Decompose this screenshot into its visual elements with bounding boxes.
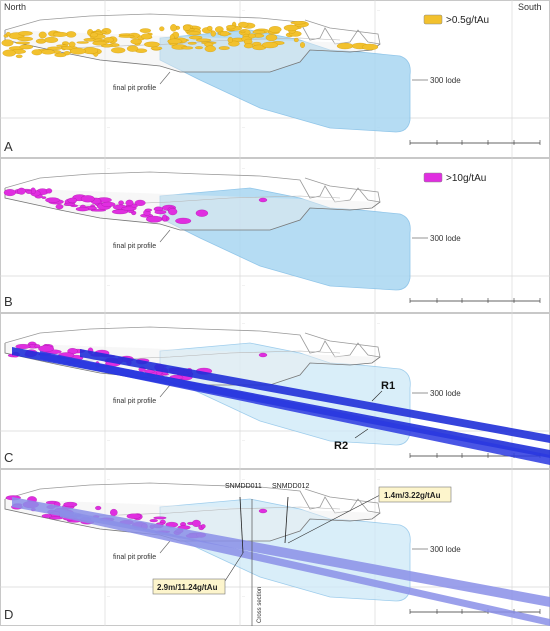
grid-tick: ··· bbox=[242, 125, 245, 129]
grid-tick: ··· bbox=[377, 8, 380, 12]
grid-tick: ··· bbox=[377, 477, 380, 481]
grid-tick: ··· bbox=[242, 283, 245, 287]
reef-r1 bbox=[12, 497, 550, 607]
grid-tick: ··· bbox=[107, 125, 110, 129]
drill-hole-snmdd012 bbox=[284, 496, 289, 544]
pit-label: final pit profile bbox=[113, 554, 156, 561]
grid-tick: ··· bbox=[377, 321, 380, 325]
grid-tick: ··· bbox=[242, 166, 245, 170]
grid-tick: ··· bbox=[107, 477, 110, 481]
surface-outline bbox=[4, 326, 381, 358]
legend-swatch bbox=[423, 14, 443, 25]
reef-r2 bbox=[60, 509, 550, 626]
grid-tick: ··· bbox=[242, 8, 245, 12]
grid-tick: ··· bbox=[242, 438, 245, 442]
grid-tick: ··· bbox=[242, 321, 245, 325]
ore-shoots bbox=[1, 21, 379, 59]
lode-label: 300 lode bbox=[430, 234, 461, 243]
scale-bar bbox=[409, 140, 541, 145]
pit-label: final pit profile bbox=[113, 398, 156, 405]
ore-shoots bbox=[3, 187, 268, 224]
south-label: South bbox=[518, 2, 542, 12]
drill-hole-snmdd011 bbox=[239, 496, 244, 554]
lode-label: 300 lode bbox=[430, 545, 461, 554]
legend-label: >0.5g/tAu bbox=[446, 15, 489, 26]
grid-tick: ··· bbox=[107, 8, 110, 12]
callout-box bbox=[378, 486, 452, 503]
pit-label: final pit profile bbox=[113, 85, 156, 92]
legend-label: >10g/tAu bbox=[446, 173, 486, 184]
grid-tick: ··· bbox=[107, 283, 110, 287]
grid-tick: ··· bbox=[242, 594, 245, 598]
surface-outline bbox=[4, 171, 381, 203]
grid-tick: ··· bbox=[242, 477, 245, 481]
callout-leader bbox=[224, 552, 244, 582]
pit-label: final pit profile bbox=[113, 243, 156, 250]
surface-outline bbox=[4, 13, 381, 45]
panel-letter: C bbox=[4, 450, 13, 465]
panel-letter: B bbox=[4, 294, 13, 309]
intercept-snmdd011: 2.9m/11.24g/tAu bbox=[157, 583, 218, 592]
grid-tick: ··· bbox=[377, 166, 380, 170]
lode-label: 300 lode bbox=[430, 76, 461, 85]
pit-leader bbox=[159, 71, 171, 85]
surface-outline bbox=[4, 482, 381, 514]
pit-leader bbox=[159, 540, 171, 554]
hole-snmdd012: SNMDD012 bbox=[272, 483, 309, 490]
north-label: North bbox=[4, 2, 26, 12]
lode-300 bbox=[159, 29, 411, 133]
reef-r1-label: R1 bbox=[381, 380, 395, 392]
cross-section-label: Cross section bbox=[257, 587, 263, 623]
panel-letter: A bbox=[4, 139, 13, 154]
callout-leader bbox=[287, 494, 381, 544]
grid-tick: ··· bbox=[107, 166, 110, 170]
panel-letter: D bbox=[4, 607, 13, 622]
reef-planes bbox=[12, 347, 550, 465]
lode-300 bbox=[159, 187, 411, 291]
reef-r2-upper bbox=[80, 349, 550, 443]
pit-leader bbox=[159, 229, 171, 243]
pit-leader bbox=[159, 384, 171, 398]
grid-tick: ··· bbox=[107, 321, 110, 325]
scale-bar bbox=[409, 298, 541, 303]
hole-snmdd011: SNMDD011 bbox=[225, 483, 262, 490]
grid-tick: ··· bbox=[107, 594, 110, 598]
intercept-snmdd012: 1.4m/3.22g/tAu bbox=[384, 491, 441, 500]
callout-box bbox=[152, 578, 226, 595]
legend-swatch bbox=[423, 172, 443, 183]
grid-tick: ··· bbox=[107, 438, 110, 442]
lode-label: 300 lode bbox=[430, 389, 461, 398]
reef-r2-label: R2 bbox=[334, 440, 348, 452]
reef-planes bbox=[12, 497, 550, 626]
